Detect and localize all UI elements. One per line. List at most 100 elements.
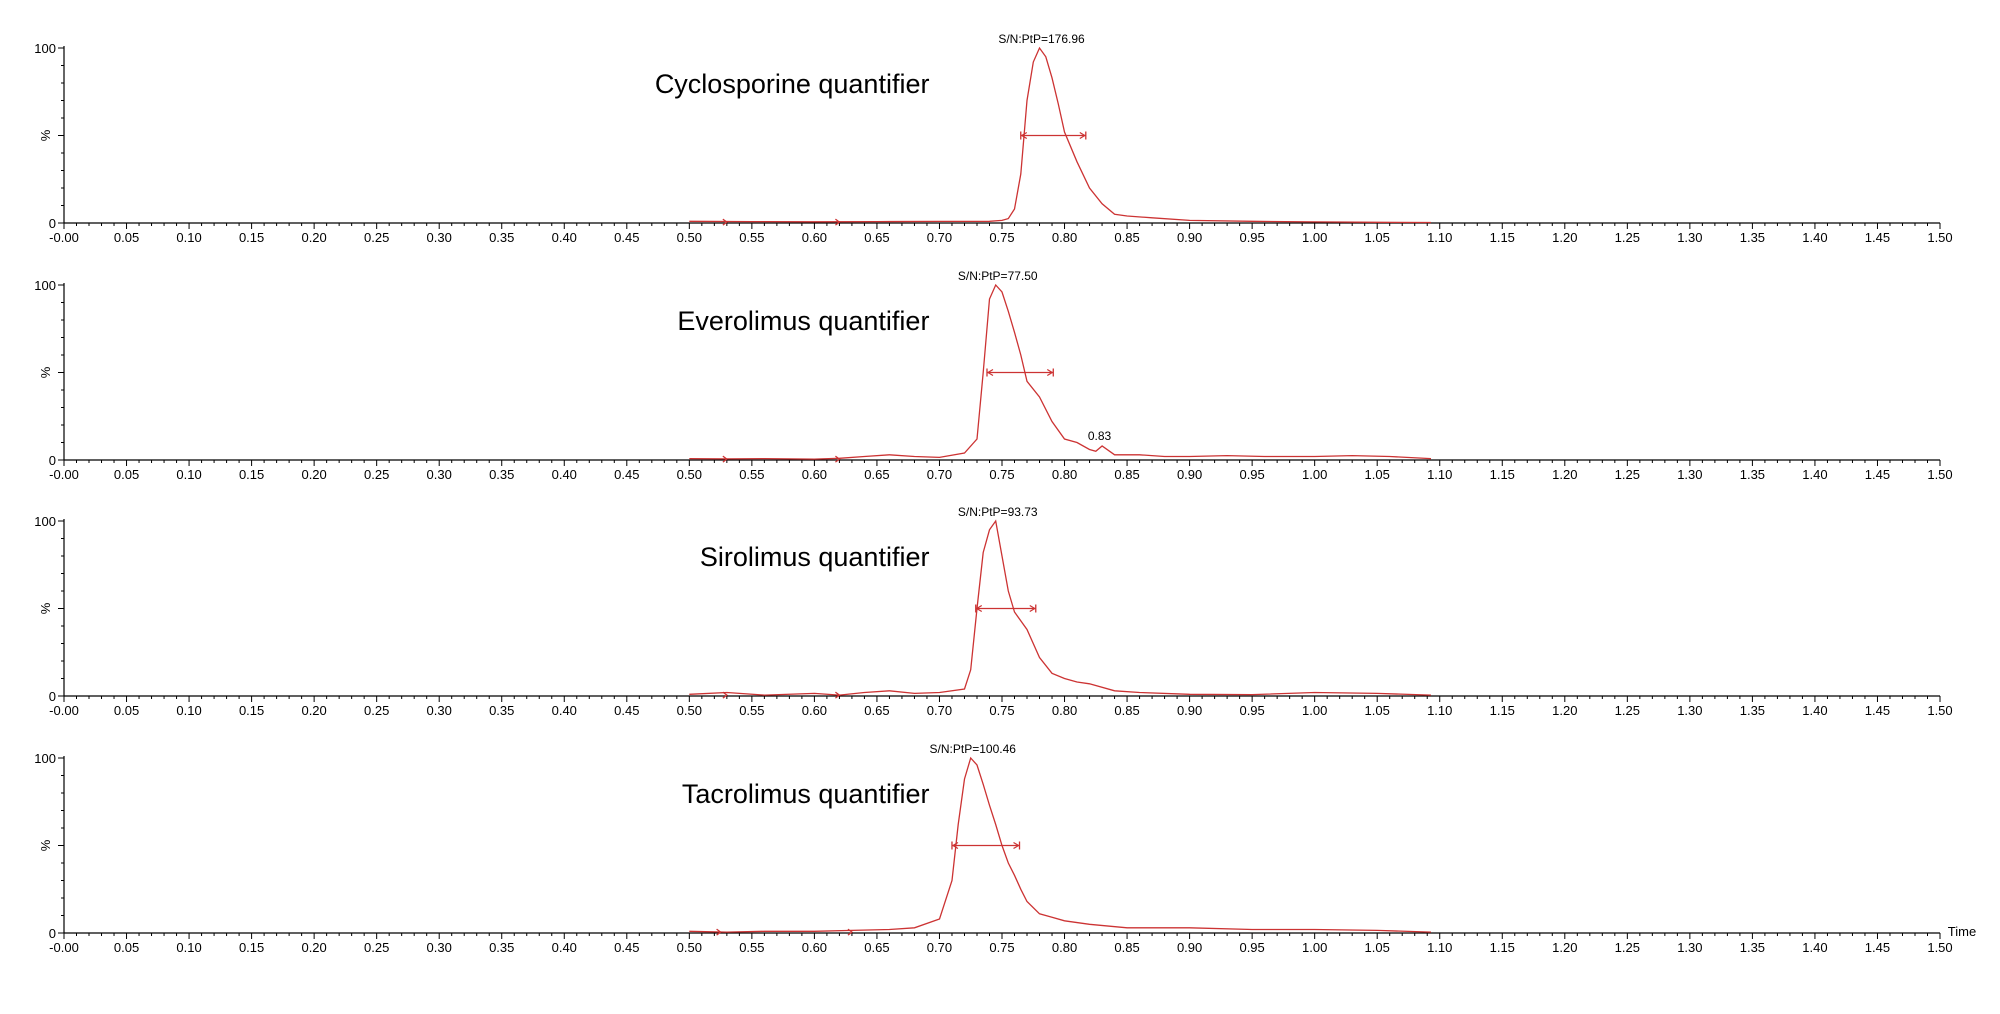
peak-width-arrow-right <box>1029 604 1036 613</box>
x-tick-label: 0.15 <box>239 230 264 245</box>
x-tick-label: 1.40 <box>1802 467 1827 482</box>
x-tick-label: 0.20 <box>301 467 326 482</box>
x-tick-label: 0.45 <box>614 703 639 718</box>
y-tick-label-100: 100 <box>34 751 56 766</box>
x-tick-label: 1.25 <box>1615 703 1640 718</box>
y-axis-label: % <box>38 602 53 614</box>
x-tick-label: 0.10 <box>176 230 201 245</box>
x-tick-label: 0.60 <box>802 230 827 245</box>
sn-annotation: S/N:PtP=100.46 <box>930 742 1017 756</box>
x-tick-label: 0.95 <box>1239 940 1264 955</box>
x-tick-label: 0.05 <box>114 467 139 482</box>
chromatogram-trace <box>689 756 1432 933</box>
x-tick-label: 0.80 <box>1052 467 1077 482</box>
x-tick-label: 0.35 <box>489 467 514 482</box>
x-tick-label: 1.50 <box>1927 703 1952 718</box>
chromatogram-panel-2: 100 0% -0.00 0.05 0.10 0.15 0.20 0.25 0.30 0.35 0.… <box>34 269 1952 482</box>
x-tick-label: 1.10 <box>1427 940 1452 955</box>
x-tick-label: 0.95 <box>1239 467 1264 482</box>
integration-marker <box>835 691 841 699</box>
x-tick-label: 0.40 <box>552 703 577 718</box>
x-tick-label: 1.30 <box>1677 467 1702 482</box>
x-tick-label: 1.50 <box>1927 940 1952 955</box>
sn-annotation: S/N:PtP=93.73 <box>958 505 1038 519</box>
x-tick-label: 1.50 <box>1927 230 1952 245</box>
y-tick-label-100: 100 <box>34 41 56 56</box>
x-tick-label: 1.35 <box>1740 230 1765 245</box>
y-tick-label-0: 0 <box>49 453 56 468</box>
y-axis-label: % <box>38 129 53 141</box>
x-tick-label: 0.20 <box>301 940 326 955</box>
x-tick-label: 1.00 <box>1302 467 1327 482</box>
x-tick-label: 0.45 <box>614 230 639 245</box>
x-tick-label: 0.90 <box>1177 940 1202 955</box>
x-tick-label: 1.00 <box>1302 940 1327 955</box>
x-tick-label: 0.40 <box>552 230 577 245</box>
x-tick-label: 0.65 <box>864 940 889 955</box>
x-tick-label: 0.75 <box>989 230 1014 245</box>
x-tick-label: 1.50 <box>1927 467 1952 482</box>
x-tick-label: 0.95 <box>1239 230 1264 245</box>
panel-title: Tacrolimus quantifier <box>682 779 930 809</box>
x-tick-label: 0.90 <box>1177 230 1202 245</box>
x-tick-label: 0.60 <box>802 703 827 718</box>
x-tick-label: 0.90 <box>1177 467 1202 482</box>
panel-title: Everolimus quantifier <box>677 306 929 336</box>
x-tick-label: 0.25 <box>364 703 389 718</box>
x-tick-label: 0.85 <box>1114 940 1139 955</box>
chromatogram-trace <box>689 519 1432 696</box>
peak-width-arrow-left <box>975 604 983 613</box>
y-tick-label-100: 100 <box>34 278 56 293</box>
peak-width-arrow-left <box>1020 131 1028 140</box>
x-tick-label: 0.65 <box>864 467 889 482</box>
x-tick-label: 0.50 <box>677 940 702 955</box>
x-tick-label: 0.50 <box>677 467 702 482</box>
x-tick-label: 0.55 <box>739 703 764 718</box>
y-tick-label-0: 0 <box>49 216 56 231</box>
x-tick-label: 0.30 <box>427 230 452 245</box>
x-tick-label: 0.25 <box>364 230 389 245</box>
x-tick-label: 1.20 <box>1552 230 1577 245</box>
x-tick-label: 0.65 <box>864 703 889 718</box>
x-tick-label: 1.30 <box>1677 703 1702 718</box>
x-tick-label: -0.00 <box>49 940 79 955</box>
x-tick-label: 0.85 <box>1114 467 1139 482</box>
x-tick-label: 0.10 <box>176 703 201 718</box>
y-axis-label: % <box>38 839 53 851</box>
x-tick-label: 0.50 <box>677 703 702 718</box>
x-tick-label: 0.10 <box>176 940 201 955</box>
x-tick-label: 0.85 <box>1114 230 1139 245</box>
x-tick-label: 0.55 <box>739 940 764 955</box>
x-tick-label: 1.10 <box>1427 467 1452 482</box>
x-tick-label: 1.25 <box>1615 230 1640 245</box>
chromatogram-panel-1: 100 0% -0.00 0.05 0.10 0.15 0.20 0.25 0.30 0.35 0.… <box>34 32 1952 245</box>
x-tick-label: 0.60 <box>802 940 827 955</box>
peak-width-arrow-right <box>1079 131 1086 140</box>
x-tick-label: -0.00 <box>49 703 79 718</box>
x-tick-label: 1.15 <box>1490 703 1515 718</box>
x-tick-label: 0.50 <box>677 230 702 245</box>
x-tick-label: 1.45 <box>1865 940 1890 955</box>
x-tick-label: 1.35 <box>1740 703 1765 718</box>
peak-width-arrow-left <box>951 841 959 850</box>
x-tick-label: 0.05 <box>114 940 139 955</box>
x-tick-label: 0.20 <box>301 230 326 245</box>
peak-label: 0.83 <box>1088 429 1112 443</box>
x-tick-label: 1.20 <box>1552 467 1577 482</box>
x-tick-label: 1.15 <box>1490 467 1515 482</box>
x-tick-label: 0.30 <box>427 940 452 955</box>
x-tick-label: 1.25 <box>1615 940 1640 955</box>
x-tick-label: 1.35 <box>1740 467 1765 482</box>
y-tick-label-0: 0 <box>49 689 56 704</box>
x-tick-label: -0.00 <box>49 230 79 245</box>
chromatogram-panel-3: 100 0% -0.00 0.05 0.10 0.15 0.20 0.25 0.30 0.35 0.… <box>34 505 1952 718</box>
x-tick-label: 0.60 <box>802 467 827 482</box>
x-tick-label: 1.40 <box>1802 703 1827 718</box>
integration-marker <box>847 928 854 936</box>
x-tick-label: 0.80 <box>1052 940 1077 955</box>
chromatogram-trace <box>689 46 1432 224</box>
sn-annotation: S/N:PtP=77.50 <box>958 269 1038 283</box>
x-tick-label: 0.65 <box>864 230 889 245</box>
x-tick-label: 1.35 <box>1740 940 1765 955</box>
x-tick-label: 0.55 <box>739 467 764 482</box>
